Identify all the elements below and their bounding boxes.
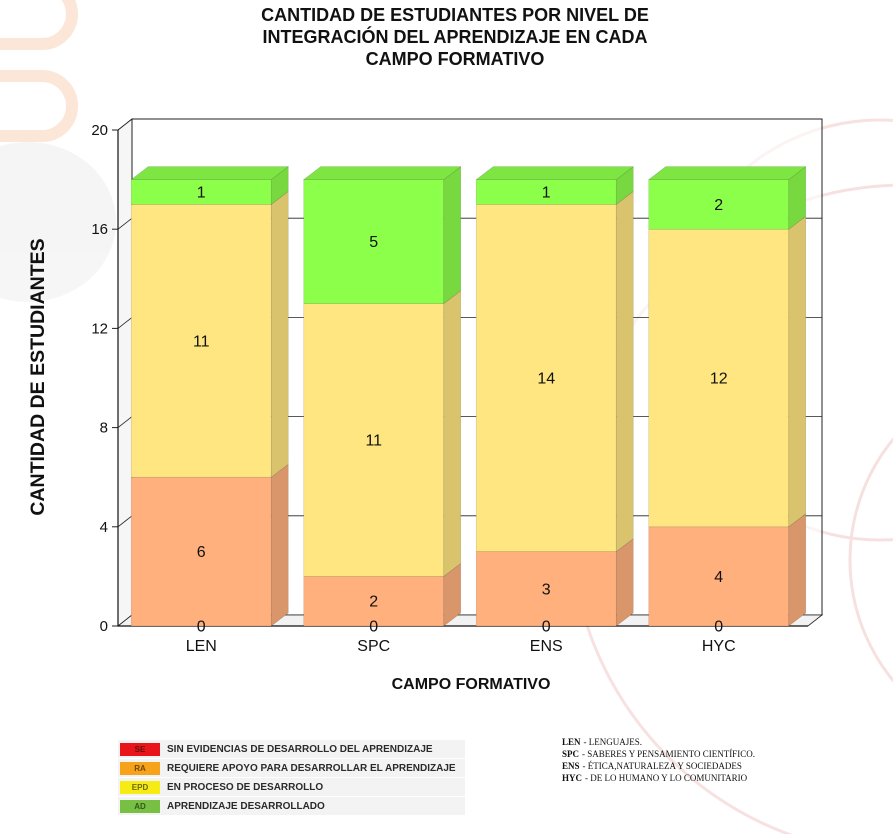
x-category-label-len: LEN [186,638,217,655]
y-tick-label-12: 12 [91,320,108,337]
gridline-side-12 [117,317,133,329]
legend-swatch-ad: AD [120,799,160,813]
y-axis-title: CANTIDAD DE ESTUDIANTES [27,238,49,515]
abbreviation-spc: SPC - SABERES Y PENSAMIENTO CIENTÍFICO. [562,748,755,760]
legend-swatch-ra: RA [120,761,160,775]
data-label-ra-spc: 2 [369,594,378,611]
abbreviations-note: LEN - LENGUAJES. SPC - SABERES Y PENSAMIEN… [562,736,755,784]
data-label-se-len: 0 [197,619,206,636]
side-wall [117,118,133,627]
bar-segment-side-epd-spc [443,289,462,578]
bar-segment-ra-hyc [648,526,790,627]
bar-segment-ra-len [130,476,272,627]
x-category-label-ens: ENS [530,638,563,655]
data-label-epd-spc: 11 [365,433,382,450]
abbreviation-text: - LENGUAJES. [583,737,643,747]
y-tick-label-8: 8 [100,420,108,437]
bar-segment-ad-spc [303,179,445,304]
legend: SE SIN EVIDENCIAS DE DESARROLLO DEL APRE… [118,740,465,816]
legend-swatch-epd: EPD [120,780,160,794]
data-label-ra-hyc: 4 [714,569,723,586]
legend-swatch-se: SE [120,742,160,756]
decor-arc-right [848,437,893,683]
bar-segment-side-ra-len [270,463,289,627]
bar-segment-epd-spc [303,303,445,577]
data-label-ra-ens: 3 [542,581,551,598]
abbreviation-code: SPC [562,749,580,759]
data-label-se-ens: 0 [542,619,551,636]
legend-item-se: SE SIN EVIDENCIAS DE DESARROLLO DEL APRE… [118,740,465,758]
bar-segment-side-ra-ens [615,537,634,627]
abbreviation-len: LEN - LENGUAJES. [562,736,755,748]
legend-item-ad: AD APRENDIZAJE DESARROLLADO [118,797,465,815]
x-category-label-hyc: HYC [702,638,736,655]
data-label-ad-hyc: 2 [714,197,723,214]
decor-top-left [0,0,116,302]
abbreviation-code: HYC [562,773,582,783]
bar-segment-epd-len [130,204,272,478]
bar-top-spc [302,166,462,180]
bar-top-ens [475,166,635,180]
bar-segment-side-epd-hyc [788,215,807,528]
abbreviation-code: ENS [562,761,580,771]
legend-label-ra: REQUIERE APOYO PARA DESARROLLAR EL APREN… [167,762,456,774]
abbreviation-text: - SABERES Y PENSAMIENTO CIENTÍFICO. [582,749,755,759]
bar-top-len [130,166,290,180]
legend-label-epd: EN PROCESO DE DESARROLLO [167,781,324,793]
bar-segment-side-epd-ens [615,190,634,553]
bar-segment-ra-ens [475,551,617,627]
bar-segment-ra-spc [303,576,445,627]
y-tick-label-16: 16 [91,221,108,238]
decor-grey-blob [0,142,116,302]
legend-item-epd: EPD EN PROCESO DE DESARROLLO [118,778,465,796]
data-label-epd-hyc: 12 [710,371,728,388]
data-label-se-hyc: 0 [714,619,723,636]
x-category-label-spc: SPC [357,638,390,655]
bar-segment-epd-ens [475,204,617,552]
decor-orange-band-top [0,0,78,50]
bar-segment-side-ad-spc [443,165,462,305]
gridline-side-16 [117,217,133,230]
abbreviation-ens: ENS - ÉTICA,NATURALEZA Y SOCIEDADES [562,760,755,772]
bar-top-hyc [647,166,807,180]
bar-segment-side-ad-len [270,165,289,206]
bar-segment-side-ra-hyc [788,513,807,627]
data-label-epd-len: 11 [193,333,210,350]
data-label-se-spc: 0 [369,619,378,636]
abbreviation-code: LEN [562,737,581,747]
gridline-side-20 [117,118,133,131]
y-tick-label-20: 20 [91,122,108,139]
gridline-side-8 [117,416,133,428]
y-tick-label-0: 0 [100,618,108,635]
legend-label-se: SIN EVIDENCIAS DE DESARROLLO DEL APRENDI… [167,743,433,755]
gridline-side-4 [117,515,133,528]
abbreviation-text: - ÉTICA,NATURALEZA Y SOCIEDADES [582,761,742,771]
data-label-ad-ens: 1 [542,185,551,202]
decor-orange-band-middle [0,70,78,142]
bar-segment-ad-hyc [648,179,790,230]
legend-item-ra: RA REQUIERE APOYO PARA DESARROLLAR EL AP… [118,759,465,777]
chart-title: CANTIDAD DE ESTUDIANTES POR NIVEL DE INT… [261,5,649,69]
data-label-ad-spc: 5 [369,234,378,251]
bar-segment-side-epd-len [270,190,289,478]
bars [130,165,807,627]
y-tick-label-4: 4 [100,519,108,536]
data-label-epd-ens: 14 [537,371,555,388]
abbreviation-text: - DE LO HUMANO Y LO COMUNITARIO [585,773,748,783]
data-label-ad-len: 1 [197,185,206,202]
legend-label-ad: APRENDIZAJE DESARROLLADO [167,800,325,812]
abbreviation-hyc: HYC - DE LO HUMANO Y LO COMUNITARIO [562,772,755,784]
x-axis-title: CAMPO FORMATIVO [392,676,551,693]
data-label-ra-len: 6 [197,544,206,561]
